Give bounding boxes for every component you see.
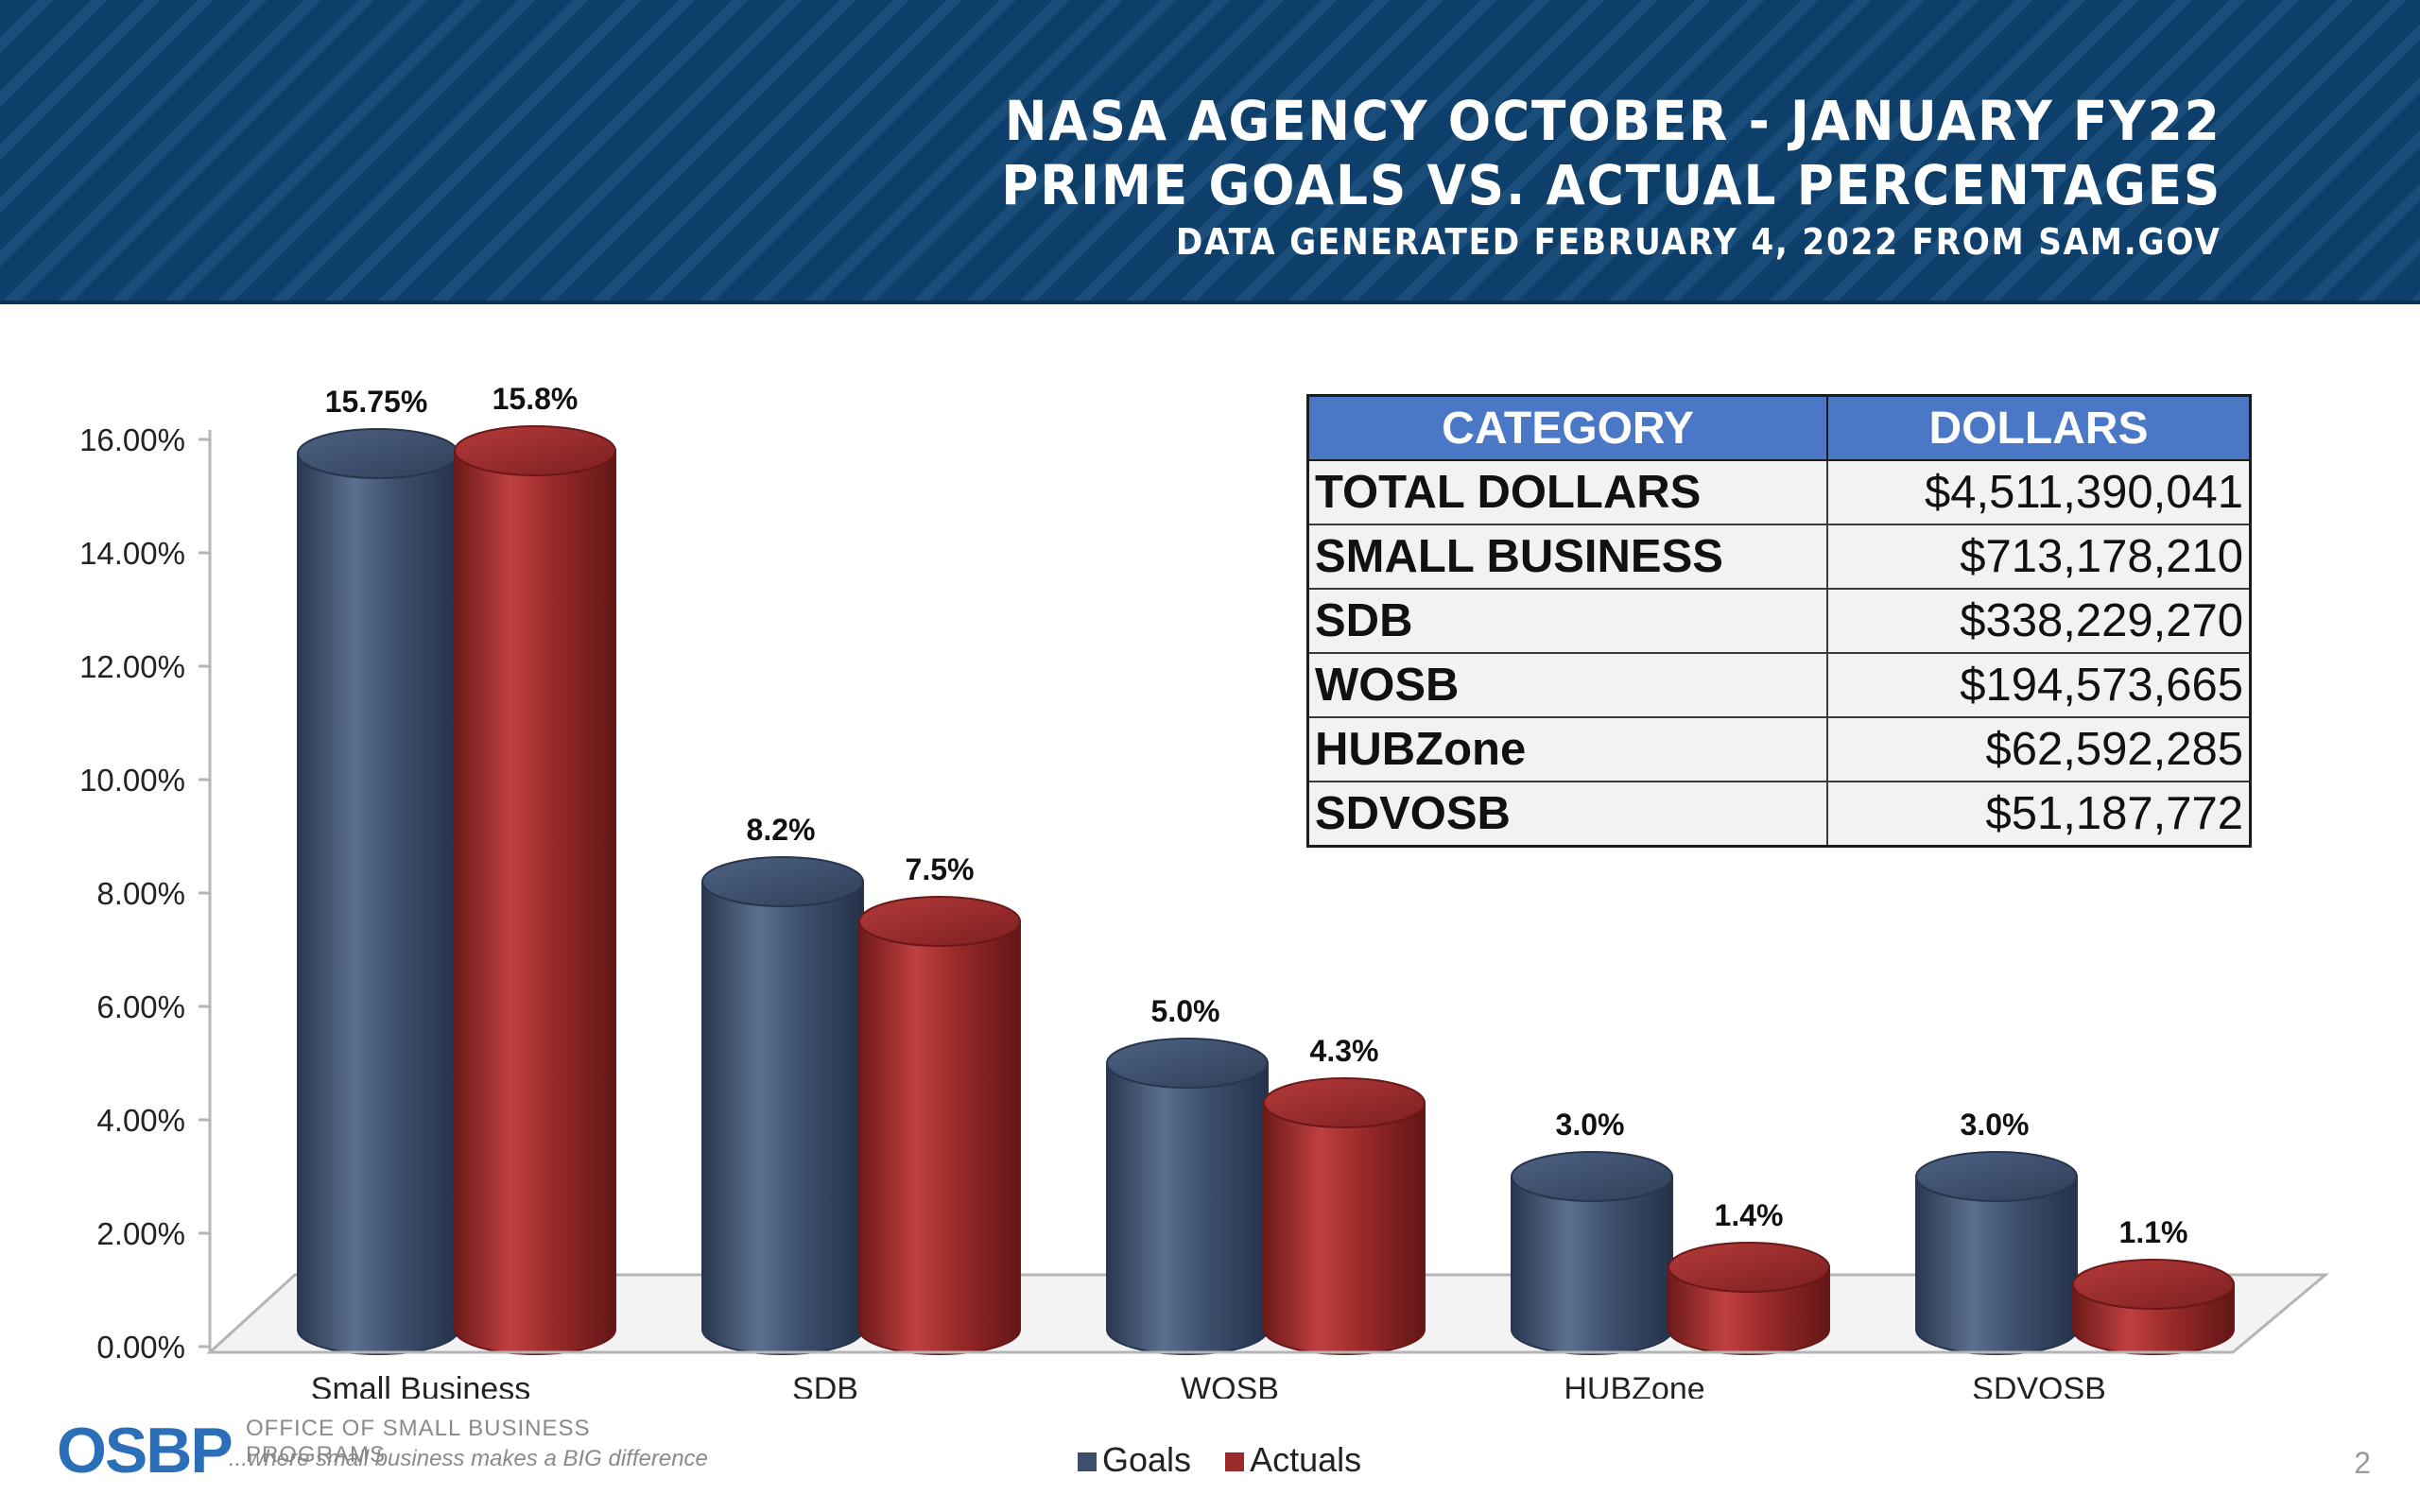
table-cell-category: SMALL BUSINESS (1306, 524, 1828, 590)
header-banner: NASA AGENCY OCTOBER - JANUARY FY22 PRIME… (0, 0, 2420, 304)
table-row: HUBZone $62,592,285 (1306, 716, 2252, 782)
legend-item-actuals: Actuals (1225, 1440, 1361, 1480)
bars (297, 425, 2235, 1355)
osbp-logo: OSBP OFFICE OF SMALL BUSINESS PROGRAMS .… (57, 1408, 718, 1486)
x-tick-label: HUBZone (1564, 1371, 1704, 1399)
osbp-logo-mark: OSBP (57, 1415, 233, 1486)
y-tick-label: 12.00% (79, 649, 185, 684)
x-tick-label: Small Business (311, 1371, 530, 1399)
bar-goals (1106, 1062, 1269, 1355)
y-tick-label: 6.00% (96, 989, 185, 1024)
bar-actuals-top (1668, 1242, 1830, 1293)
bar-chart: 0.00% 2.00% 4.00% 6.00% 8.00% 10.00% 12.00% 14.… (79, 382, 2330, 1399)
y-tick-label: 16.00% (79, 422, 185, 457)
table-cell-dollars: $51,187,772 (1826, 781, 2252, 848)
table-cell-dollars: $194,573,665 (1826, 652, 2252, 718)
chart-subtitle: DATA GENERATED FEBRUARY 4, 2022 FROM SAM… (1176, 221, 2221, 263)
y-tick-label: 14.00% (79, 536, 185, 571)
bar-goals-top (1106, 1038, 1269, 1089)
bar-goals-top (1915, 1151, 2078, 1202)
table-cell-category: WOSB (1306, 652, 1828, 718)
data-label: 3.0% (1556, 1108, 1625, 1142)
data-label: 4.3% (1310, 1034, 1379, 1068)
page-number: 2 (2354, 1446, 2371, 1480)
table-cell-category: SDVOSB (1306, 781, 1828, 848)
y-tick-label: 4.00% (96, 1103, 185, 1138)
y-tick-label: 8.00% (96, 876, 185, 911)
bar-goals-top (701, 856, 864, 907)
table-row: SMALL BUSINESS $713,178,210 (1306, 524, 2252, 590)
data-label: 1.4% (1715, 1198, 1784, 1232)
bar-goals (297, 453, 459, 1355)
data-label: 15.75% (325, 385, 428, 419)
x-tick-label: SDVOSB (1972, 1371, 2106, 1399)
table-cell-dollars: $338,229,270 (1826, 588, 2252, 654)
osbp-logo-tagline: ...where small business makes a BIG diff… (229, 1446, 708, 1471)
legend-swatch-actuals (1225, 1452, 1245, 1472)
bar-goals (1511, 1176, 1673, 1355)
chart-legend: Goals Actuals (1078, 1440, 1386, 1480)
bar-actuals-top (2072, 1259, 2235, 1310)
legend-label-actuals: Actuals (1250, 1440, 1362, 1479)
table-row: SDVOSB $51,187,772 (1306, 781, 2252, 848)
data-label: 5.0% (1151, 994, 1220, 1028)
data-label: 15.8% (493, 382, 579, 416)
data-label: 3.0% (1961, 1108, 2030, 1142)
chart-title-line-2: PRIME GOALS VS. ACTUAL PERCENTAGES (1001, 153, 2221, 217)
dollars-table: CATEGORY DOLLARS TOTAL DOLLARS $4,511,39… (1306, 394, 2252, 848)
bar-actuals (454, 450, 616, 1355)
data-label: 7.5% (906, 852, 975, 886)
bar-goals-top (1511, 1151, 1673, 1202)
table-cell-dollars: $62,592,285 (1826, 716, 2252, 782)
bar-actuals (1263, 1102, 1426, 1355)
bar-actuals-top (1263, 1077, 1426, 1128)
x-tick-label: SDB (792, 1371, 858, 1399)
table-cell-dollars: $713,178,210 (1826, 524, 2252, 590)
bar-actuals (858, 920, 1021, 1355)
legend-label-goals: Goals (1102, 1440, 1192, 1479)
y-axis: 0.00% 2.00% 4.00% 6.00% 8.00% 10.00% 12.00% 14.… (79, 422, 212, 1365)
table-row: TOTAL DOLLARS $4,511,390,041 (1306, 459, 2252, 525)
table-cell-category: HUBZone (1306, 716, 1828, 782)
osbp-logo-line-1: OFFICE OF SMALL BUSINESS PROGRAMS (246, 1416, 591, 1468)
table-cell-dollars: $4,511,390,041 (1826, 459, 2252, 525)
bar-goals-top (297, 428, 459, 479)
y-tick-label: 10.00% (79, 763, 185, 798)
x-tick-label: WOSB (1181, 1371, 1279, 1399)
x-axis: Small Business SDB WOSB HUBZone SDVOSB (210, 1350, 2233, 1399)
data-labels: 15.75% 15.8% 8.2% 7.5% 5.0% 4.3% 3.0% 1.4% 3.0% 1… (325, 382, 2188, 1249)
legend-swatch-goals (1078, 1452, 1097, 1472)
data-label: 1.1% (2119, 1215, 2188, 1249)
bar-actuals-top (454, 425, 616, 476)
table-row: SDB $338,229,270 (1306, 588, 2252, 654)
data-label: 8.2% (747, 813, 816, 847)
table-header-category: CATEGORY (1306, 394, 1828, 461)
bar-goals (1915, 1176, 2078, 1355)
bar-actuals-top (858, 896, 1021, 947)
chart-title-line-1: NASA AGENCY OCTOBER - JANUARY FY22 (1005, 89, 2221, 153)
bar-goals (701, 881, 864, 1355)
table-cell-category: SDB (1306, 588, 1828, 654)
legend-item-goals: Goals (1078, 1440, 1191, 1480)
table-header-dollars: DOLLARS (1826, 394, 2252, 461)
table-header-row: CATEGORY DOLLARS (1306, 394, 2252, 461)
y-tick-label: 2.00% (96, 1216, 185, 1251)
y-tick-label: 0.00% (96, 1330, 185, 1365)
table-cell-category: TOTAL DOLLARS (1306, 459, 1828, 525)
table-row: WOSB $194,573,665 (1306, 652, 2252, 718)
